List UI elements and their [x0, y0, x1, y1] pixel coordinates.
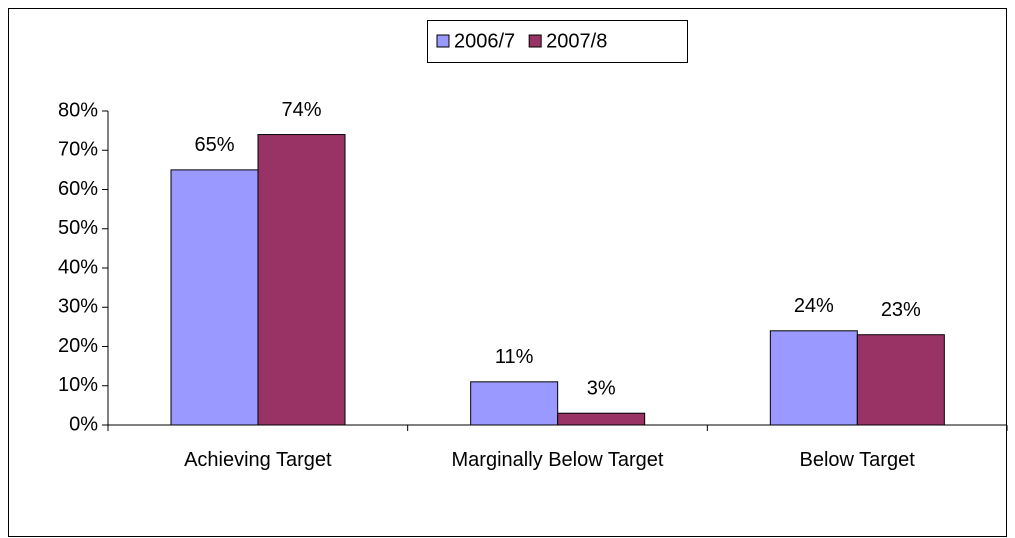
y-tick-label: 50%: [58, 217, 98, 239]
value-label: 23%: [881, 299, 921, 321]
value-label: 11%: [495, 346, 534, 368]
bar: [769, 330, 858, 426]
y-tick-label: 0%: [69, 413, 98, 435]
bar: [557, 412, 646, 426]
value-label: 3%: [587, 378, 616, 400]
x-tick-label: Marginally Below Target: [451, 449, 664, 471]
y-tick-label: 60%: [58, 178, 98, 200]
value-label: 74%: [281, 99, 321, 121]
value-label: 65%: [194, 134, 234, 156]
y-tick-label: 30%: [58, 296, 98, 318]
bar: [856, 334, 945, 426]
y-tick-label: 40%: [58, 256, 98, 278]
bar: [170, 169, 259, 426]
legend-box: [427, 20, 688, 63]
x-tick-label: Below Target: [799, 449, 915, 471]
value-label: 24%: [794, 295, 834, 317]
y-tick-label: 20%: [58, 335, 98, 357]
legend-swatch: [528, 34, 542, 48]
y-tick-label: 10%: [58, 374, 98, 396]
y-tick-label: 70%: [58, 139, 98, 161]
legend-label: 2007/8: [546, 30, 607, 52]
bar: [257, 134, 346, 426]
y-tick-label: 80%: [58, 99, 98, 121]
x-tick-label: Achieving Target: [184, 449, 332, 471]
legend-label: 2006/7: [454, 30, 515, 52]
legend-swatch: [436, 34, 450, 48]
chart-border: [8, 8, 1007, 537]
bar: [470, 381, 559, 426]
